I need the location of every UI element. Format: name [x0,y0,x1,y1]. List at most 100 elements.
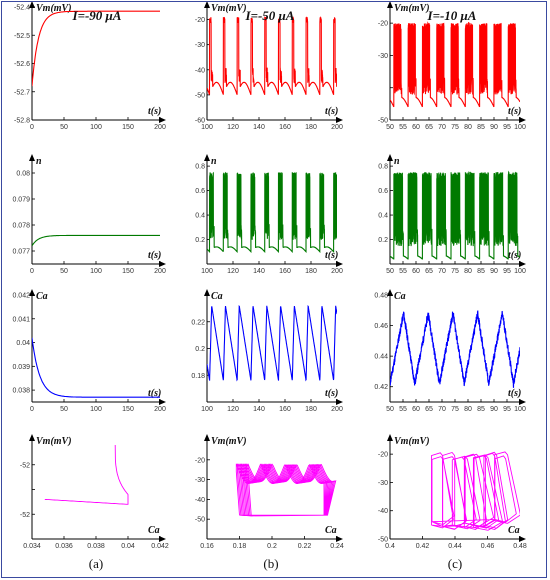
x-tick-label: 0.16 [200,543,214,550]
y-axis-label: Vm(mV) [394,3,430,14]
x-tick-label: 100 [514,124,526,131]
x-tick-label: 120 [227,406,239,413]
x-tick-label: 75 [451,124,459,131]
y-tick-label: -52.6 [14,61,30,68]
x-tick-label: 0.04 [121,543,135,550]
panel-caption: (b) [263,556,278,571]
y-axis-arrow [29,2,35,8]
x-tick-label: 70 [438,124,446,131]
column-title: I=-90 μA [72,8,122,23]
x-tick-label: 0.48 [513,543,527,550]
series-line [32,10,160,87]
series-line [32,234,160,247]
chart-c-ca: 50 55 60 65 70 75 80 85 90 95 100 0.42 0.44 0.46 0.48 C… [374,289,526,413]
y-tick-label: 0.6 [195,188,205,195]
x-tick-label: 140 [253,406,265,413]
x-tick-label: 200 [331,268,343,275]
x-tick-label: 80 [464,124,472,131]
y-tick-label: 0.039 [12,364,30,371]
y-axis-label: Vm(mV) [394,436,430,447]
x-axis-label: t(s) [325,106,338,117]
y-axis-arrow [387,2,393,8]
y-axis-label: Ca [36,291,48,302]
chart-b-vm: 100 120 140 160 180 200 -60 -50 -40 -30 -20 Vm(mV) t… [195,2,343,131]
x-axis-arrow [159,261,166,267]
x-tick-label: 160 [279,406,291,413]
chart-a-phase: 0.034 0.036 0.038 0.04 0.042 -52 -52 Vm(mV) Ca [20,434,169,550]
y-tick-label: -50 [195,92,205,99]
x-tick-label: 200 [154,268,166,275]
y-axis-arrow [204,2,210,8]
chart-a-n: 0 50 100 150 200 0.077 0.078 0.079 0.08 n t(s) [12,154,166,275]
x-tick-label: 180 [305,268,317,275]
series-line [207,16,337,96]
series-line [235,463,337,517]
series-line [32,337,160,398]
y-tick-label: 0.079 [12,197,30,204]
y-tick-label: -50 [195,517,205,524]
chart-c-n: 50 55 60 65 70 75 80 85 90 95 100 0.2 0.4 0.6 0.8 n t(s) [378,154,526,275]
x-tick-label: 70 [438,406,446,413]
y-axis-arrow [387,154,393,161]
y-tick-label: -30 [195,477,205,484]
x-tick-label: 200 [331,406,343,413]
y-axis-arrow [29,154,35,161]
x-tick-label: 140 [253,124,265,131]
y-tick-label: -60 [195,118,205,125]
x-axis-arrow [336,536,343,542]
x-tick-label: 50 [386,124,394,131]
x-tick-label: 0.42 [416,543,430,550]
y-axis-label: Vm(mV) [211,3,247,14]
x-tick-label: 150 [122,406,134,413]
x-tick-label: 100 [90,124,102,131]
series-line [207,171,337,254]
x-axis-label: t(s) [148,106,161,117]
y-tick-label: -20 [378,21,388,28]
y-axis-arrow [387,289,393,296]
x-axis-arrow [159,117,166,123]
x-axis-arrow [519,117,526,123]
x-tick-label: 0.46 [481,543,495,550]
x-tick-label: 100 [201,268,213,275]
x-tick-label: 55 [399,268,407,275]
x-tick-label: 100 [514,406,526,413]
x-tick-label: 200 [154,406,166,413]
x-tick-label: 50 [60,268,68,275]
chart-b-phase: 0.16 0.18 0.2 0.22 0.24 -50 -40 -30 -20 Vm(mV) Ca [195,434,344,550]
x-axis-label: t(s) [508,388,521,399]
x-tick-label: 85 [477,406,485,413]
y-tick-label: 0.44 [374,354,388,361]
series-line [390,21,520,108]
y-tick-label: -52.5 [14,33,30,40]
x-tick-label: 0 [30,124,34,131]
x-tick-label: 0.24 [330,543,344,550]
panel-caption: (c) [448,556,462,571]
y-tick-label: 0.2 [378,237,388,244]
y-tick-label: 0.2 [195,346,205,353]
y-axis-arrow [204,434,210,441]
x-tick-label: 60 [412,406,420,413]
y-axis-label: Vm(mV) [36,3,72,14]
y-axis-arrow [204,154,210,161]
x-axis-arrow [336,117,343,123]
y-axis-label: n [36,156,42,167]
x-tick-label: 0.44 [448,543,462,550]
x-tick-label: 75 [451,268,459,275]
chart-a-ca: 0 50 100 150 200 0.038 0.039 0.04 0.041 0.042 Ca t(… [12,289,166,413]
y-tick-label: 0.46 [374,323,388,330]
x-tick-label: 85 [477,124,485,131]
y-tick-label: -52 [20,462,30,469]
y-tick-label: -52.4 [14,5,30,12]
chart-b-n: 100 120 140 160 180 200 0.2 0.4 0.6 0.8 n t(s) [195,154,343,275]
y-tick-label: 0.4 [195,213,205,220]
y-axis-label: Vm(mV) [36,436,72,447]
x-tick-label: 100 [201,124,213,131]
column-title: I=-50 μA [245,8,295,23]
x-tick-label: 100 [90,268,102,275]
x-tick-label: 160 [279,268,291,275]
x-axis-arrow [519,536,526,542]
x-tick-label: 160 [279,124,291,131]
x-axis-arrow [336,261,343,267]
